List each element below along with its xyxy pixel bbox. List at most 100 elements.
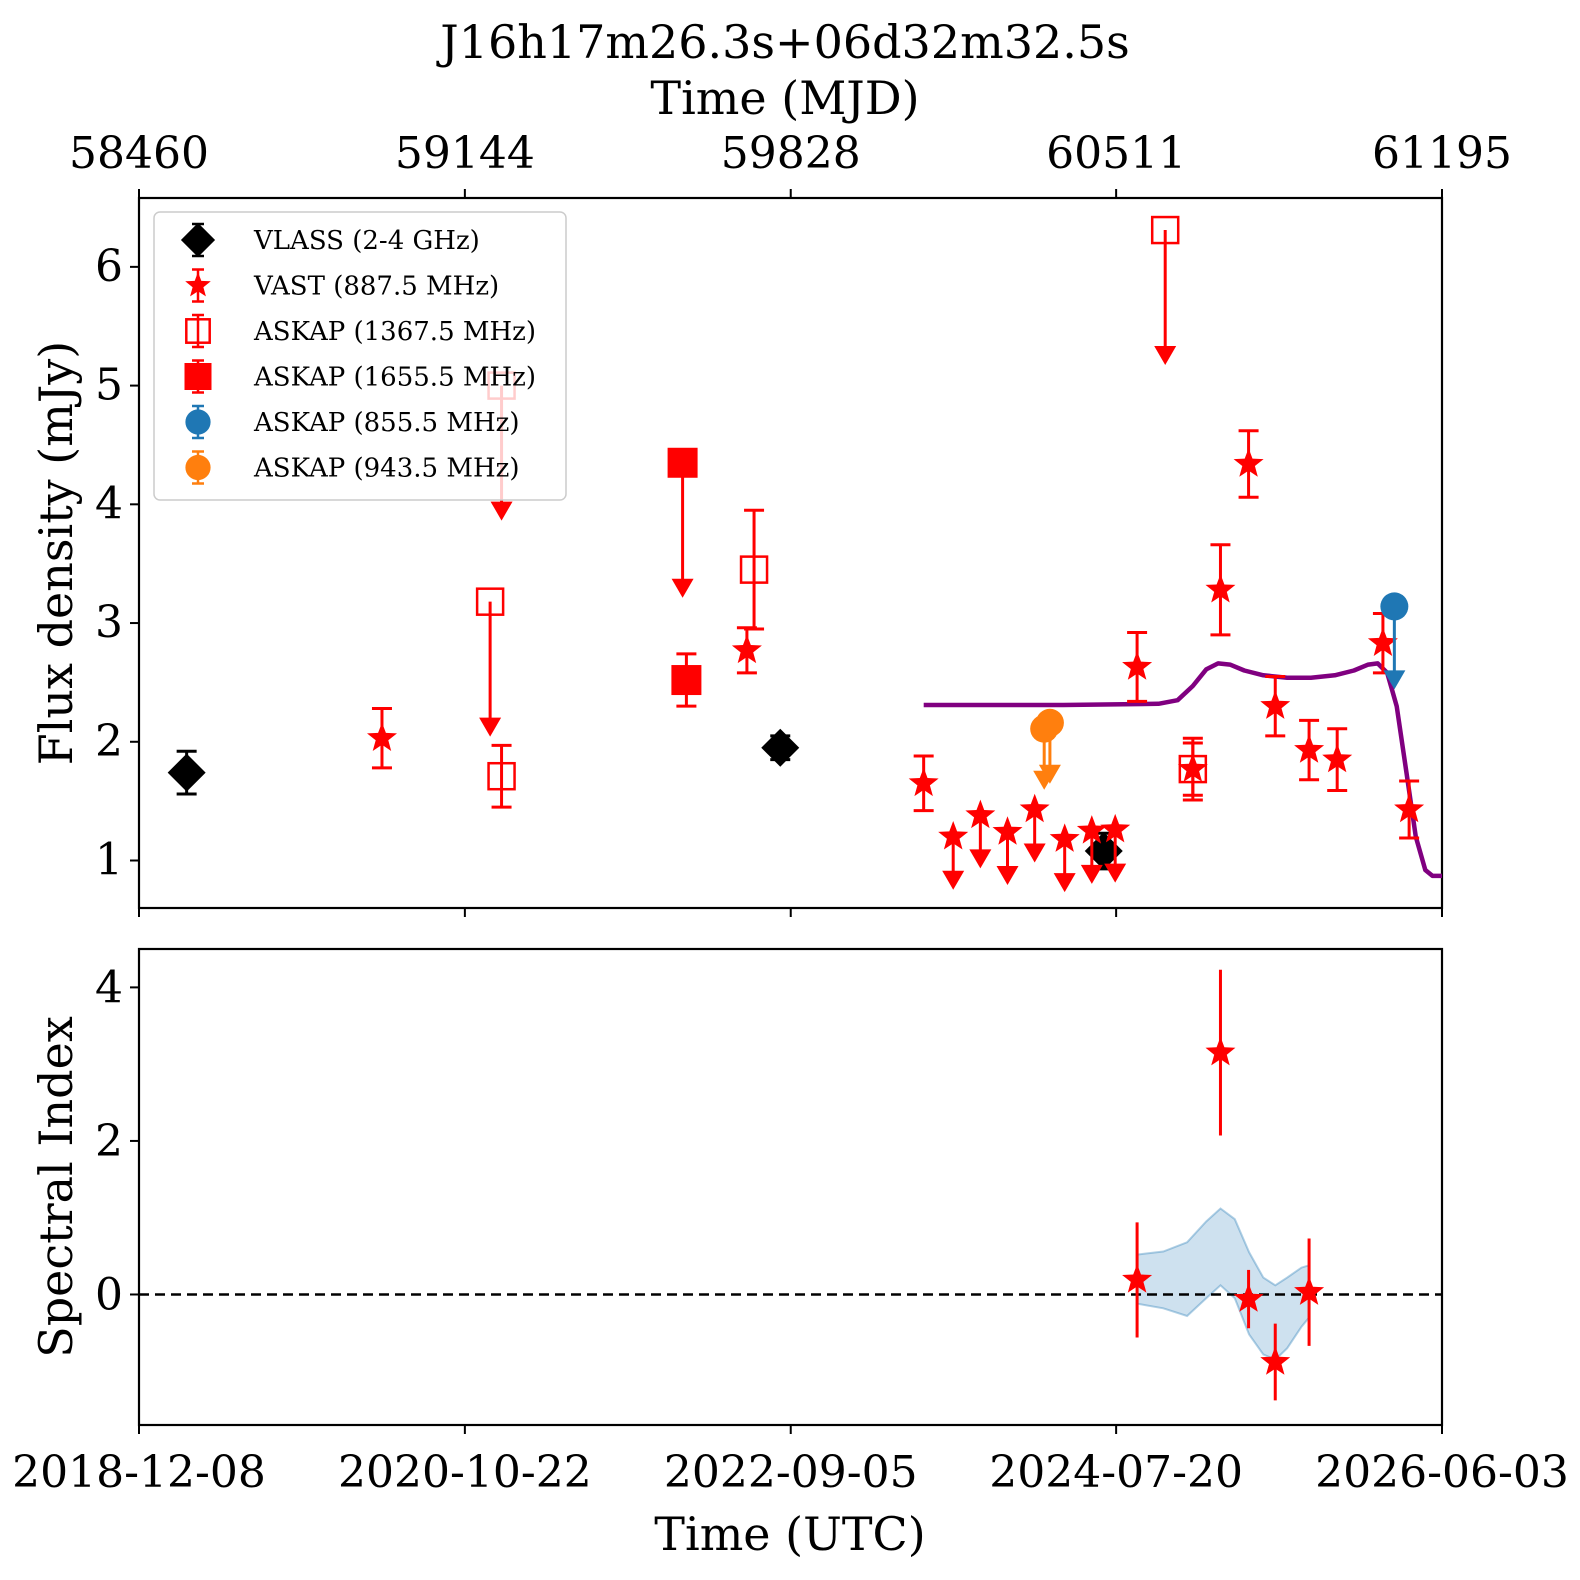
askap1367-point-2-marker <box>487 761 516 791</box>
spectral-point-0-marker <box>1122 1264 1153 1293</box>
flux-data-marks <box>167 215 1425 893</box>
askap1367-point-2 <box>487 743 516 809</box>
vast-point-13 <box>1233 429 1264 499</box>
vast-point-5 <box>992 816 1023 886</box>
askap1367-point-0-upper-limit-head <box>490 501 513 521</box>
vlass-point-0-marker <box>167 753 206 792</box>
vast-point-16-marker <box>1322 743 1353 773</box>
spectral-point-4 <box>1294 1238 1325 1346</box>
vast-point-5-marker <box>992 816 1023 845</box>
vast-point-5-upper-limit-head <box>996 866 1019 886</box>
vast-point-8-upper-limit-head <box>1080 864 1103 884</box>
vast-point-4-upper-limit-head <box>969 849 992 869</box>
spectral-y-ticks: 0 2 4 <box>95 962 139 1320</box>
vast-point-16 <box>1322 727 1353 792</box>
vast-point-10-marker <box>1122 651 1153 680</box>
spectral-point-3 <box>1260 1323 1291 1401</box>
askap1367-point-1 <box>475 587 505 737</box>
bottom-x-tick-label-1: 2020-10-22 <box>338 1447 592 1498</box>
askap1367-point-2-errorbar <box>491 743 512 809</box>
bottom-x-tick-label-2: 2022-09-05 <box>664 1447 918 1498</box>
askap1367-point-4-errorbar <box>1182 741 1203 797</box>
spectral-point-2-marker <box>1233 1283 1264 1312</box>
legend-entry-askap855: ASKAP (855.5 MHz) <box>185 404 519 440</box>
spectral-y-axis-label: Spectral Index <box>29 1016 83 1358</box>
vast-point-14 <box>1260 674 1291 738</box>
vast-point-9 <box>1100 813 1131 883</box>
vast-point-4-marker <box>965 799 996 829</box>
flux-y-tick-label-4: 5 <box>95 360 123 411</box>
askap1367-point-3-marker <box>739 555 769 584</box>
legend-marker-askap855 <box>185 409 211 435</box>
vast-point-4 <box>965 799 996 869</box>
askap1367-point-1-marker <box>475 587 505 616</box>
askap1655-point-0-upper-limit <box>671 462 694 598</box>
vast-point-12 <box>1205 543 1236 637</box>
legend-entry-vast: VAST (887.5 MHz) <box>185 268 499 303</box>
legend-label-vlass: VLASS (2-4 GHz) <box>253 226 480 256</box>
chart-title: J16h17m26.3s+06d32m32.5s <box>436 15 1129 69</box>
askap1367-point-3-errorbar <box>744 508 765 631</box>
legend-entry-askap1367: ASKAP (1367.5 MHz) <box>185 313 536 349</box>
askap943-point-1 <box>1035 708 1064 784</box>
flux-x-ticks <box>138 908 1443 917</box>
vast-point-8 <box>1076 815 1107 884</box>
vast-point-8-marker <box>1076 815 1107 844</box>
vast-point-15-marker <box>1294 734 1325 763</box>
askap1367-point-5-upper-limit-head <box>1154 346 1177 366</box>
vlass-point-1 <box>761 728 800 767</box>
legend-label-askap855: ASKAP (855.5 MHz) <box>253 408 519 438</box>
askap1367-point-3 <box>739 508 769 631</box>
askap1367-point-1-upper-limit-head <box>479 717 502 737</box>
askap1367-point-5 <box>1150 215 1180 366</box>
bottom-x-ticks: 2018-12-08 2020-10-22 2022-09-05 2024-07-20… <box>12 1425 1569 1498</box>
top-axis-ticks: 58460 59144 59828 60511 61195 <box>69 128 1512 198</box>
spectral-index-panel: 0 2 4 2018-12-08 2020-10-22 2022-09-05 2024-0… <box>12 947 1569 1498</box>
vast-point-6-marker <box>1019 793 1050 823</box>
askap1367-point-5-upper-limit <box>1154 230 1177 366</box>
askap1367-point-5-marker <box>1150 215 1180 245</box>
bottom-x-tick-label-4: 2026-06-03 <box>1315 1447 1569 1498</box>
askap1655-point-0-marker <box>667 447 698 478</box>
vast-point-1-marker <box>731 634 762 664</box>
vast-point-3 <box>938 821 969 890</box>
vast-point-3-marker <box>938 821 969 850</box>
vast-point-14-marker <box>1260 690 1291 719</box>
vast-point-9-marker <box>1100 813 1131 843</box>
flux-y-tick-label-0: 1 <box>95 835 123 886</box>
askap943-point-1-upper-limit-head <box>1038 764 1061 784</box>
top-axis-label: Time (MJD) <box>650 71 919 125</box>
legend-label-askap943: ASKAP (943.5 MHz) <box>253 454 519 484</box>
vlass-point-2-marker <box>1084 832 1123 871</box>
vast-point-12-marker <box>1205 574 1236 603</box>
top-tick-label-4: 61195 <box>1372 128 1512 179</box>
flux-y-tick-label-2: 3 <box>95 597 123 648</box>
flux-y-tick-label-5: 6 <box>95 241 123 292</box>
spec-y-tick-label-1: 2 <box>95 1116 123 1167</box>
vast-point-2 <box>908 754 939 813</box>
top-tick-label-1: 59144 <box>395 128 535 179</box>
askap855-point-0-upper-limit-head <box>1383 670 1406 690</box>
askap855-point-0-marker <box>1380 592 1409 621</box>
legend-label-vast: VAST (887.5 MHz) <box>253 272 499 302</box>
vlass-point-0 <box>167 749 206 796</box>
vast-point-7 <box>1049 823 1080 893</box>
vlass-point-1-marker <box>761 728 800 767</box>
legend-marker-askap943 <box>185 454 211 481</box>
vast-point-0 <box>367 707 397 770</box>
askap855-point-0 <box>1380 592 1409 690</box>
askap1655-point-0 <box>667 447 698 598</box>
vast-point-17-marker <box>1367 627 1398 656</box>
askap943-point-1-marker <box>1035 708 1064 737</box>
legend-marker-askap1367 <box>185 318 211 344</box>
vast-point-0-marker <box>367 722 397 751</box>
spectral-point-3-marker <box>1260 1346 1291 1375</box>
flux-y-tick-label-1: 2 <box>95 716 123 767</box>
askap1655-point-1-marker <box>671 665 702 696</box>
vast-point-18 <box>1394 779 1425 840</box>
legend-marker-vast <box>185 272 211 297</box>
vast-point-7-upper-limit-head <box>1053 873 1076 893</box>
askap1367-point-1-upper-limit <box>479 601 502 737</box>
legend-marker-askap1655 <box>184 363 212 390</box>
